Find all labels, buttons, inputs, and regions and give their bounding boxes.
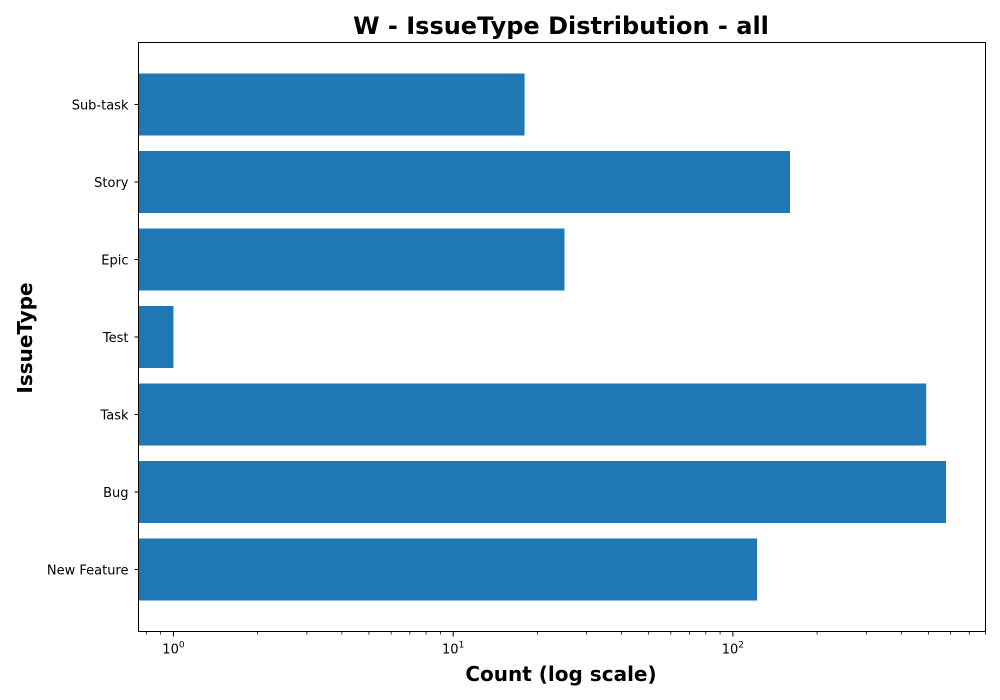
y-tick-label: New Feature (47, 564, 129, 579)
bar-story (138, 151, 790, 213)
bar-test (138, 306, 174, 368)
y-tick-label: Sub-task (72, 99, 129, 114)
x-tick-label: 101 (442, 641, 464, 658)
bar-bug (138, 461, 947, 523)
y-tick-label: Task (99, 409, 129, 424)
x-axis-title: Count (log scale) (465, 662, 656, 686)
y-tick-label: Epic (101, 254, 128, 269)
y-tick-label: Bug (103, 486, 128, 501)
bar-task (138, 383, 927, 446)
x-tick-label: 102 (722, 641, 744, 658)
y-tick-label: Test (102, 331, 129, 346)
bar-sub-task (138, 73, 525, 136)
bars-layer (138, 73, 947, 601)
bar-epic (138, 228, 565, 291)
chart-title: W - IssueType Distribution - all (353, 12, 769, 40)
y-tick-label: Story (94, 176, 129, 191)
y-axis-title: IssueType (13, 282, 37, 393)
bar-new-feature (138, 538, 758, 601)
plot-frame (138, 42, 986, 632)
x-tick-label: 100 (162, 641, 185, 658)
category-labels: New Feature Bug Task Test Epic Story Sub-task (47, 99, 139, 579)
x-axis-ticks: 100 101 102 (145, 631, 986, 658)
